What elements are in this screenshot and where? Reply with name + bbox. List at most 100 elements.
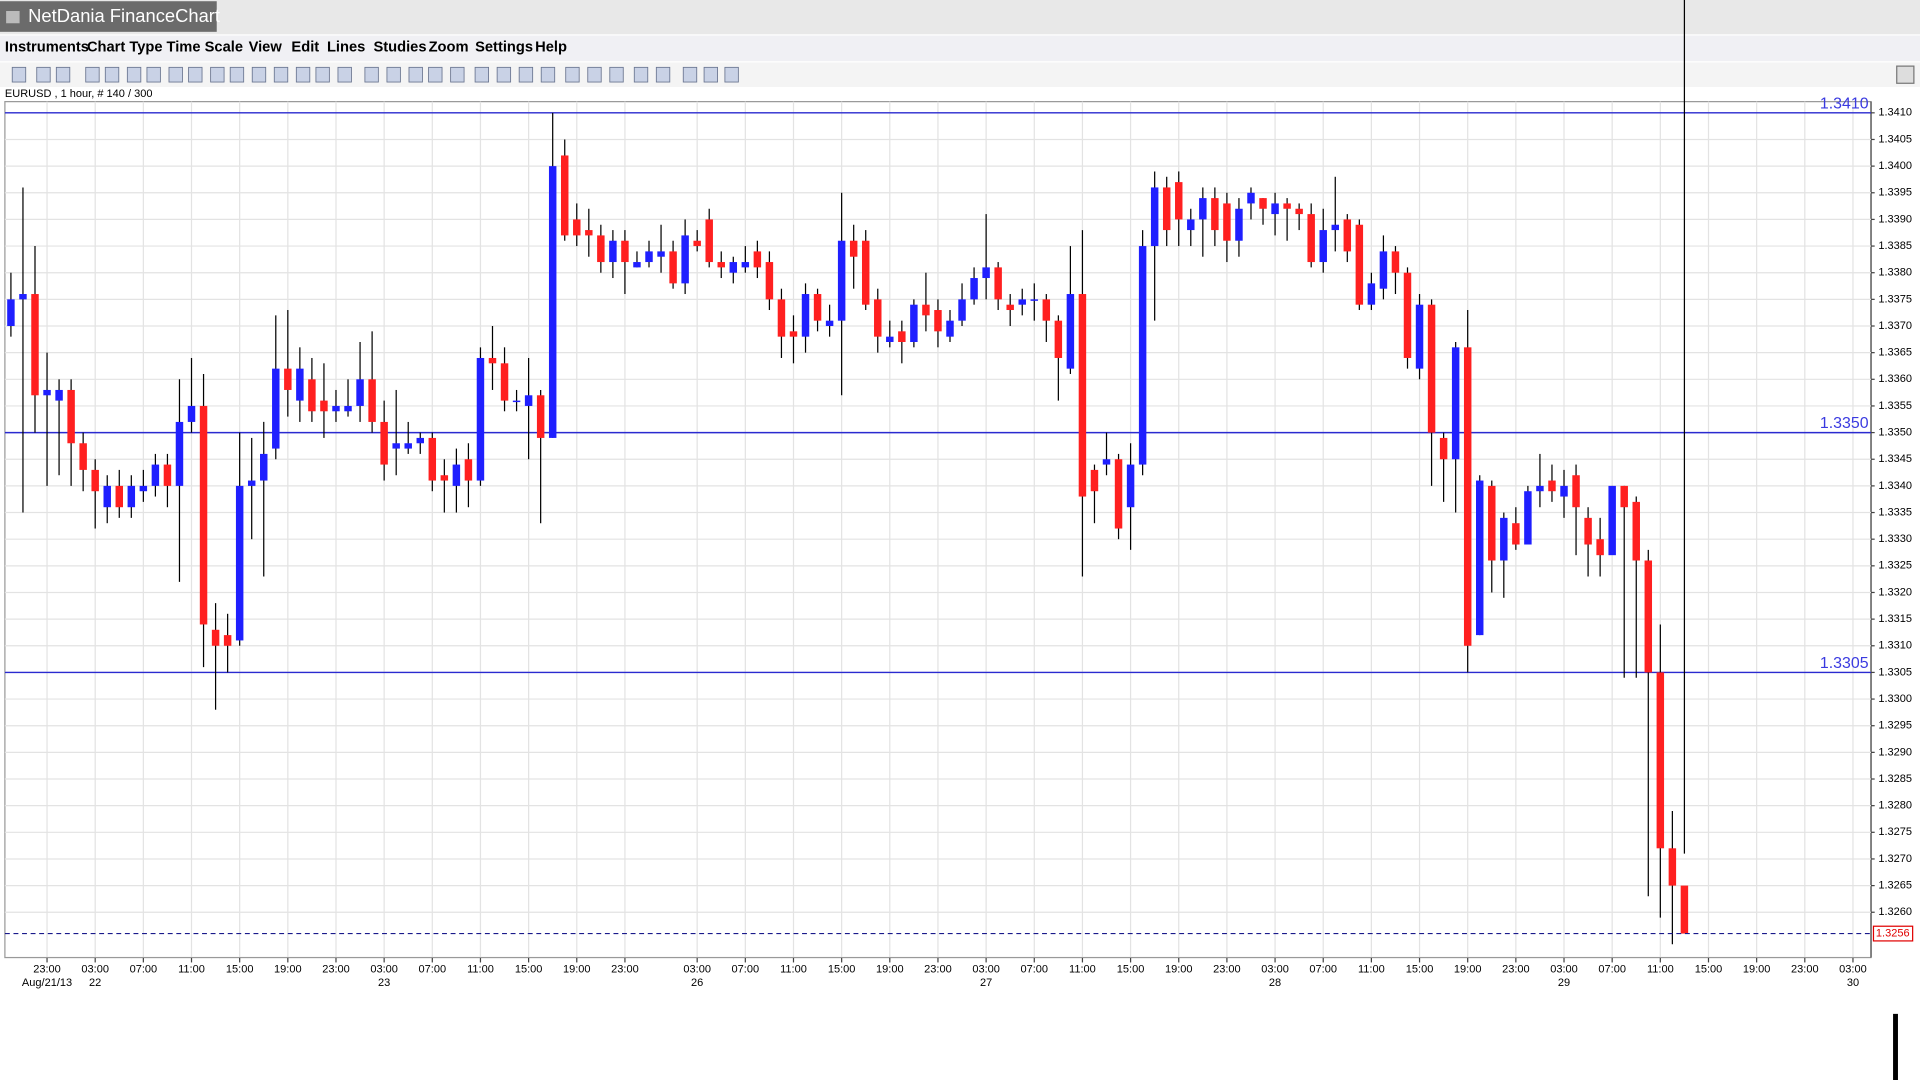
- y-tick-label: 1.3310: [1878, 640, 1912, 652]
- candle-body: [633, 262, 641, 268]
- tool-icon[interactable]: [428, 66, 443, 83]
- candle-body: [1114, 459, 1123, 529]
- tool-icon[interactable]: [518, 66, 534, 83]
- candle-body: [79, 443, 87, 470]
- x-tick-label: 15:00: [1406, 964, 1434, 976]
- tool-icon[interactable]: [496, 66, 512, 83]
- x-tick-label: 11:00: [1069, 964, 1096, 976]
- instrument-label: EURUSD , 1 hour, # 140 / 300: [5, 88, 153, 100]
- tool-icon[interactable]: [168, 66, 183, 83]
- candle-body: [705, 219, 713, 263]
- candle-body: [151, 464, 160, 486]
- x-tick-label: 23:00: [1791, 964, 1819, 976]
- tool-icon[interactable]: [104, 66, 120, 83]
- menu-item[interactable]: Help: [535, 40, 567, 56]
- candle-body: [669, 251, 677, 284]
- tool-icon[interactable]: [146, 66, 161, 83]
- toolbar-button[interactable]: [1896, 65, 1915, 84]
- menu-item[interactable]: Time Scale: [167, 40, 243, 56]
- date-label: 30: [1847, 977, 1859, 989]
- tool-icon[interactable]: [609, 66, 624, 83]
- tool-icon[interactable]: [724, 66, 739, 83]
- candle-body: [813, 294, 822, 321]
- x-tick-label: 03:00: [1550, 964, 1578, 976]
- tool-icon[interactable]: [55, 66, 71, 83]
- tool-icon[interactable]: [682, 66, 698, 83]
- menu-item[interactable]: Zoom: [429, 40, 469, 56]
- tool-icon[interactable]: [633, 66, 649, 83]
- x-tick-label: 07:00: [1020, 964, 1048, 976]
- candle-body: [982, 267, 990, 279]
- menu-item[interactable]: Edit: [291, 40, 319, 56]
- tool-icon[interactable]: [229, 66, 245, 83]
- candle-body: [512, 400, 521, 403]
- y-tick-label: 1.3270: [1878, 853, 1912, 865]
- candle-body: [849, 240, 858, 257]
- menu-item[interactable]: View: [249, 40, 283, 56]
- candle-body: [1451, 347, 1460, 460]
- candle-body: [741, 262, 750, 268]
- candle-body: [103, 485, 111, 508]
- tool-icon[interactable]: [251, 66, 267, 83]
- tool-icon[interactable]: [386, 66, 401, 83]
- date-label: 23: [378, 977, 390, 989]
- tool-icon[interactable]: [565, 66, 580, 83]
- menu-item[interactable]: Settings: [475, 40, 533, 56]
- candle-body: [260, 453, 268, 481]
- tool-icon[interactable]: [337, 66, 352, 83]
- tool-icon[interactable]: [295, 66, 311, 83]
- candle-body: [609, 240, 617, 263]
- tool-icon[interactable]: [36, 66, 51, 83]
- tool-icon[interactable]: [450, 66, 465, 83]
- candle-body: [777, 299, 786, 337]
- candle-body: [1138, 246, 1147, 465]
- tool-icon[interactable]: [540, 66, 556, 83]
- tool-icon[interactable]: [315, 66, 330, 83]
- tool-icon[interactable]: [474, 66, 490, 83]
- candle-body: [898, 331, 906, 342]
- tool-icon[interactable]: [210, 66, 225, 83]
- x-tick-label: 11:00: [780, 964, 807, 976]
- x-tick-label: 19:00: [876, 964, 904, 976]
- candle-body: [404, 443, 412, 449]
- menu-item[interactable]: Chart Type: [87, 40, 163, 56]
- y-tick-label: 1.3365: [1878, 347, 1912, 359]
- menu-item[interactable]: Studies: [373, 40, 426, 56]
- date-label: 29: [1558, 977, 1570, 989]
- tool-icon[interactable]: [587, 66, 602, 83]
- tool-icon[interactable]: [655, 66, 671, 83]
- horizontal-line-label: 1.3350: [1820, 415, 1869, 432]
- candle-body: [332, 405, 340, 412]
- window-title: NetDania FinanceChart: [28, 5, 220, 26]
- candle-body: [1018, 299, 1026, 305]
- tool-icon[interactable]: [11, 66, 27, 83]
- candle-body: [861, 240, 870, 305]
- candle-body: [247, 480, 256, 486]
- tool-icon[interactable]: [85, 66, 100, 83]
- tool-icon[interactable]: [126, 66, 142, 83]
- candle-body: [1403, 272, 1412, 358]
- candle-body: [1175, 182, 1183, 220]
- tool-icon[interactable]: [273, 66, 289, 83]
- tool-icon[interactable]: [188, 66, 203, 83]
- tool-icon[interactable]: [408, 66, 423, 83]
- y-tick-label: 1.3355: [1878, 400, 1912, 412]
- candle-body: [440, 475, 449, 481]
- candle-body: [1283, 203, 1291, 209]
- menu-item[interactable]: Lines: [327, 40, 365, 56]
- candle-body: [452, 464, 461, 486]
- candle-body: [536, 395, 545, 438]
- x-tick-label: 19:00: [274, 964, 302, 976]
- candle-body: [801, 294, 810, 337]
- y-tick-label: 1.3335: [1878, 506, 1912, 518]
- candle-body: [934, 310, 942, 332]
- menu-item[interactable]: Instruments: [5, 40, 89, 56]
- y-tick-label: 1.3390: [1878, 213, 1912, 225]
- candle-body: [1066, 294, 1075, 369]
- tool-icon[interactable]: [364, 66, 379, 83]
- title-tab: [0, 1, 217, 32]
- date-label: 28: [1269, 977, 1281, 989]
- tool-icon[interactable]: [703, 66, 718, 83]
- candle-body: [1439, 437, 1448, 460]
- candle-body: [1295, 208, 1303, 215]
